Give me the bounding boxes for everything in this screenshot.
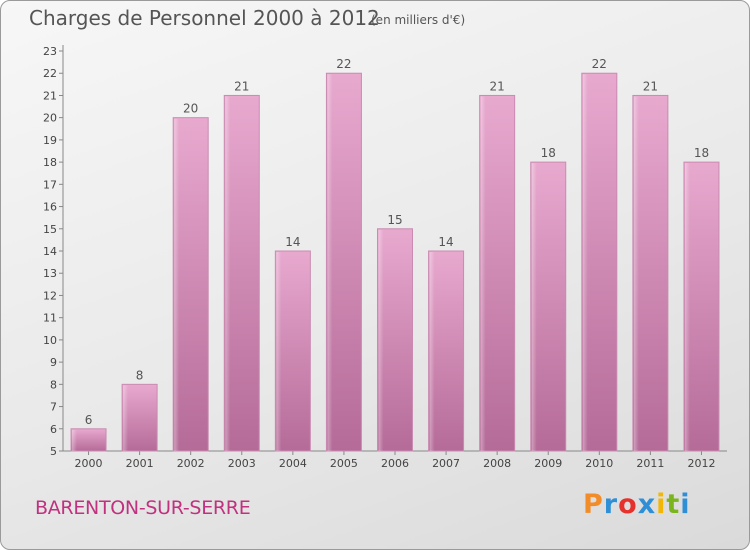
logo-letter: P — [583, 489, 604, 520]
bar-highlight — [174, 118, 208, 452]
y-tick-label: 23 — [43, 45, 57, 58]
logo-letter: t — [666, 489, 681, 520]
x-tick-label: 2007 — [432, 457, 460, 470]
y-tick-label: 5 — [50, 445, 57, 458]
chart-title: Charges de Personnel 2000 à 2012 — [29, 6, 380, 30]
bar-highlight — [684, 163, 718, 451]
data-label: 18 — [541, 146, 556, 160]
city-name: BARENTON-SUR-SERRE — [35, 497, 251, 519]
bar-highlight — [276, 252, 310, 451]
y-tick-label: 18 — [43, 156, 57, 169]
x-tick-label: 2011 — [636, 457, 664, 470]
x-tick-label: 2012 — [687, 457, 715, 470]
logo-letter: i — [680, 489, 691, 520]
y-tick-label: 8 — [50, 378, 57, 391]
bar-highlight — [123, 385, 157, 451]
x-tick-label: 2003 — [228, 457, 256, 470]
y-tick-label: 21 — [43, 89, 57, 102]
y-tick-label: 22 — [43, 67, 57, 80]
data-label: 21 — [234, 79, 249, 93]
logo-letter: o — [618, 489, 638, 520]
bar-highlight — [633, 96, 667, 451]
y-axis: 5 6 7 8 9 10 11 12 13 14 15 16 17 18 19 20 21 22 23 — [43, 45, 64, 458]
chart-unit: (en milliers d'€) — [371, 13, 466, 27]
y-tick-label: 15 — [43, 223, 57, 236]
y-tick-label: 7 — [50, 401, 57, 414]
y-tick-label: 12 — [43, 289, 57, 302]
bars-group — [70, 72, 720, 452]
data-label: 22 — [336, 57, 351, 71]
logo-letter: r — [603, 489, 619, 520]
data-label: 21 — [643, 79, 658, 93]
logo-letter: i — [656, 489, 667, 520]
x-tick-label: 2000 — [75, 457, 103, 470]
x-axis: 2000 2001 2002 2003 2004 2005 2006 2007 2008 2009… — [63, 450, 727, 470]
y-tick-label: 9 — [50, 356, 57, 369]
bar-highlight — [429, 252, 463, 451]
data-label: 14 — [285, 235, 300, 249]
bar-highlight — [327, 74, 361, 451]
y-tick-label: 11 — [43, 312, 57, 325]
bar-highlight — [72, 429, 106, 451]
x-tick-label: 2002 — [177, 457, 205, 470]
data-label: 18 — [694, 146, 709, 160]
bar-highlight — [378, 229, 412, 451]
x-tick-label: 2010 — [585, 457, 613, 470]
data-label: 14 — [438, 235, 453, 249]
y-tick-label: 19 — [43, 134, 57, 147]
data-label: 8 — [136, 368, 144, 382]
data-label: 22 — [592, 57, 607, 71]
data-label: 6 — [85, 413, 93, 427]
bar-highlight — [582, 74, 616, 451]
y-tick-label: 20 — [43, 112, 57, 125]
y-tick-label: 17 — [43, 178, 57, 191]
data-label: 20 — [183, 102, 198, 116]
y-tick-label: 6 — [50, 423, 57, 436]
x-tick-label: 2001 — [126, 457, 154, 470]
y-tick-label: 13 — [43, 267, 57, 280]
x-tick-label: 2006 — [381, 457, 409, 470]
y-tick-label: 14 — [43, 245, 57, 258]
logo-letter: x — [637, 489, 657, 520]
data-label: 15 — [387, 213, 402, 227]
x-tick-label: 2005 — [330, 457, 358, 470]
proxiti-logo[interactable]: Proxiti — [583, 489, 691, 520]
x-tick-label: 2009 — [534, 457, 562, 470]
data-labels-group: 6 8 20 21 14 22 15 14 21 18 22 21 18 — [85, 57, 709, 427]
x-tick-label: 2008 — [483, 457, 511, 470]
x-tick-label: 2004 — [279, 457, 307, 470]
y-tick-label: 10 — [43, 334, 57, 347]
bar-highlight — [480, 96, 514, 451]
bar-highlight — [225, 96, 259, 451]
bar-highlight — [531, 163, 565, 451]
y-tick-label: 16 — [43, 201, 57, 214]
data-label: 21 — [490, 79, 505, 93]
